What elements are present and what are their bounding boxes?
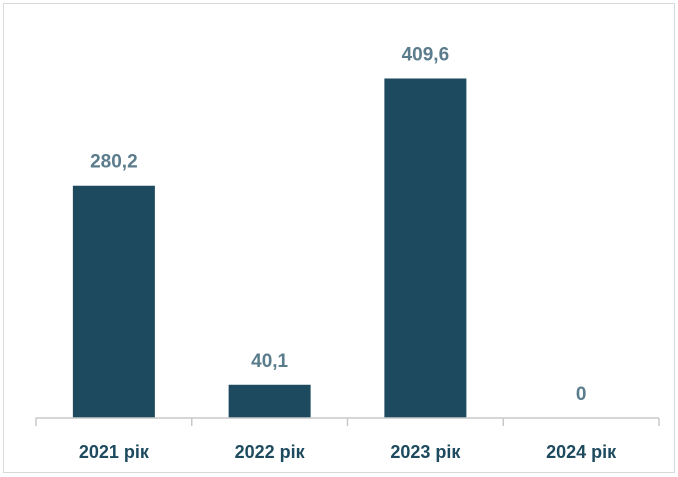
x-tick-label: 2024 рік [546, 442, 617, 462]
data-label: 280,2 [90, 152, 138, 173]
data-label: 0 [576, 384, 587, 405]
bar [384, 78, 467, 418]
data-labels-group: 280,2 40,1 409,6 0 [90, 44, 586, 405]
data-label: 40,1 [251, 351, 288, 372]
bar [72, 185, 155, 418]
bar [228, 384, 311, 418]
x-axis-labels-group: 2021 рік 2022 рік 2023 рік 2024 рік [79, 442, 617, 462]
x-axis-ticks-group [35, 418, 660, 426]
data-label: 409,6 [402, 44, 450, 65]
x-tick-label: 2023 рік [390, 442, 461, 462]
x-tick-label: 2022 рік [235, 442, 306, 462]
bars-group [72, 78, 467, 418]
x-tick-label: 2021 рік [79, 442, 150, 462]
